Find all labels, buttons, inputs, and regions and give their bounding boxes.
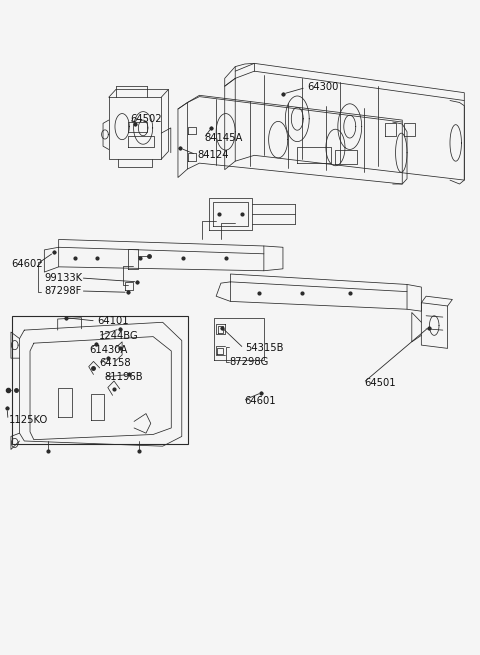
Text: 64502: 64502	[130, 114, 162, 124]
Text: 64601: 64601	[244, 396, 276, 405]
Text: 64501: 64501	[364, 378, 396, 388]
Text: 64158: 64158	[99, 358, 131, 368]
Text: 64300: 64300	[307, 83, 338, 92]
Text: 84124: 84124	[197, 149, 228, 160]
Text: 64602: 64602	[11, 259, 43, 269]
Text: 99133K: 99133K	[44, 273, 83, 283]
Text: 1244BG: 1244BG	[99, 331, 139, 341]
Text: 87298G: 87298G	[229, 357, 269, 367]
Text: 61430A: 61430A	[90, 345, 128, 354]
Text: 84145A: 84145A	[204, 134, 242, 143]
Text: 64101: 64101	[97, 316, 129, 326]
Text: 81196B: 81196B	[104, 372, 143, 382]
Text: 87298F: 87298F	[44, 286, 82, 296]
Text: 1125KO: 1125KO	[9, 415, 48, 425]
Text: 54315B: 54315B	[245, 343, 283, 353]
Bar	[12, 316, 189, 443]
